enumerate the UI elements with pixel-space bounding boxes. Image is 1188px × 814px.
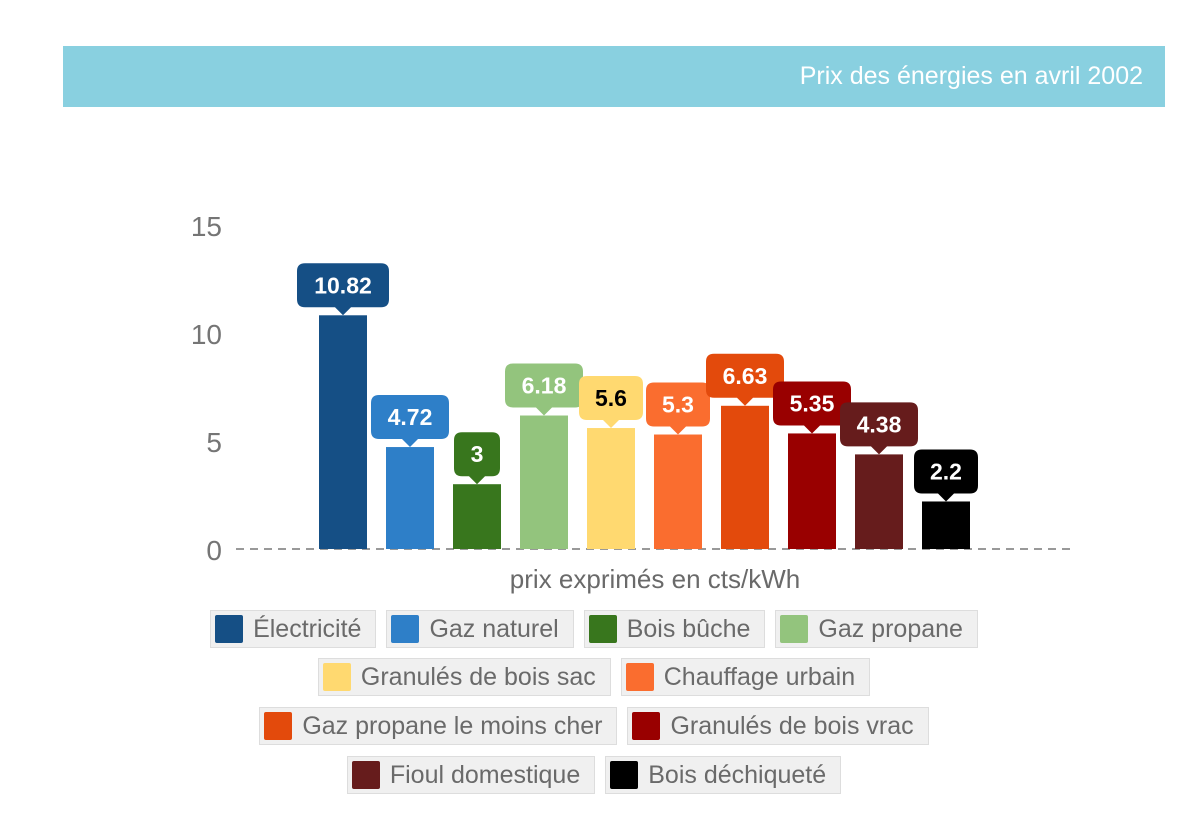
legend-label: Gaz propane le moins cher (302, 711, 603, 740)
legend-item[interactable]: Chauffage urbain (620, 658, 871, 696)
bar[interactable] (520, 415, 568, 549)
data-label: 5.35 (790, 390, 835, 416)
bar[interactable] (386, 447, 434, 549)
legend-swatch (780, 615, 809, 643)
y-tick-label: 15 (191, 211, 222, 242)
data-label-box (646, 382, 710, 435)
data-label-box (840, 402, 918, 455)
x-axis-label: prix exprimés en cts/kWh (510, 564, 800, 594)
legend-swatch (391, 615, 420, 643)
y-tick-label: 10 (191, 319, 222, 350)
data-label-box (773, 381, 851, 434)
legend-label: Gaz propane (818, 614, 963, 643)
data-label-box (297, 263, 389, 316)
data-label: 4.72 (388, 404, 433, 430)
bar[interactable] (319, 315, 367, 549)
legend-label: Granulés de bois sac (360, 662, 596, 691)
data-label-box (505, 363, 583, 416)
data-label: 6.18 (522, 373, 567, 399)
legend-item[interactable]: Fioul domestique (346, 756, 596, 794)
data-label: 3 (471, 441, 484, 467)
bar[interactable] (654, 434, 702, 549)
legend-item[interactable]: Gaz propane (775, 610, 978, 648)
legend-label: Bois déchiqueté (648, 760, 827, 789)
legend-row: Fioul domestique Bois déchiqueté (0, 756, 1188, 794)
data-label-box (706, 353, 784, 406)
legend-swatch (610, 761, 639, 789)
legend-item[interactable]: Granulés de bois sac (317, 658, 611, 696)
legend-item[interactable]: Bois bûche (583, 610, 766, 648)
legend-label: Fioul domestique (389, 760, 581, 789)
data-label-box (914, 449, 978, 502)
legend-swatch (625, 663, 654, 691)
y-tick-label: 5 (206, 427, 222, 458)
title-banner: Prix des énergies en avril 2002 (63, 46, 1165, 107)
bar[interactable] (922, 501, 970, 549)
legend-item[interactable]: Gaz propane le moins cher (259, 707, 618, 745)
data-label: 2.2 (930, 458, 962, 484)
data-label-box (454, 432, 500, 485)
legend-item[interactable]: Granulés de bois vrac (627, 707, 929, 745)
bar[interactable] (788, 433, 836, 549)
legend-label: Granulés de bois vrac (670, 711, 914, 740)
data-label-box (579, 376, 643, 429)
bar[interactable] (587, 428, 635, 549)
bar[interactable] (855, 454, 903, 549)
data-label: 10.82 (314, 272, 372, 298)
legend-row: Granulés de bois sac Chauffage urbain (0, 658, 1188, 696)
legend-label: Bois bûche (626, 614, 751, 643)
legend-swatch (588, 615, 617, 643)
legend-swatch (632, 712, 661, 740)
bar[interactable] (721, 405, 769, 549)
legend-swatch (322, 663, 351, 691)
legend-row: Gaz propane le moins cher Granulés de boi… (0, 707, 1188, 745)
legend-swatch (351, 761, 380, 789)
data-label: 5.3 (662, 392, 694, 418)
legend-label: Chauffage urbain (663, 662, 856, 691)
data-label: 6.63 (723, 363, 768, 389)
bar-chart: 0 5 10 15 10.82 4.72 3 6.18 5.6 5.3 6.63 5.35 4.38 2.… (191, 211, 1075, 594)
legend-swatch (264, 712, 293, 740)
data-label: 5.6 (595, 385, 627, 411)
legend-item[interactable]: Gaz naturel (386, 610, 574, 648)
legend-row: Électricité Gaz naturel Bois bûche Gaz prop… (0, 610, 1188, 648)
legend-label: Électricité (253, 614, 362, 643)
data-label: 4.38 (857, 411, 902, 437)
y-tick-label: 0 (206, 535, 222, 566)
chart-title: Prix des énergies en avril 2002 (799, 62, 1143, 90)
legend-swatch (215, 615, 244, 643)
legend-item[interactable]: Électricité (210, 610, 377, 648)
bar[interactable] (453, 484, 501, 549)
legend-label: Gaz naturel (429, 614, 559, 643)
data-label-box (371, 395, 449, 448)
legend-item[interactable]: Bois déchiqueté (605, 756, 842, 794)
